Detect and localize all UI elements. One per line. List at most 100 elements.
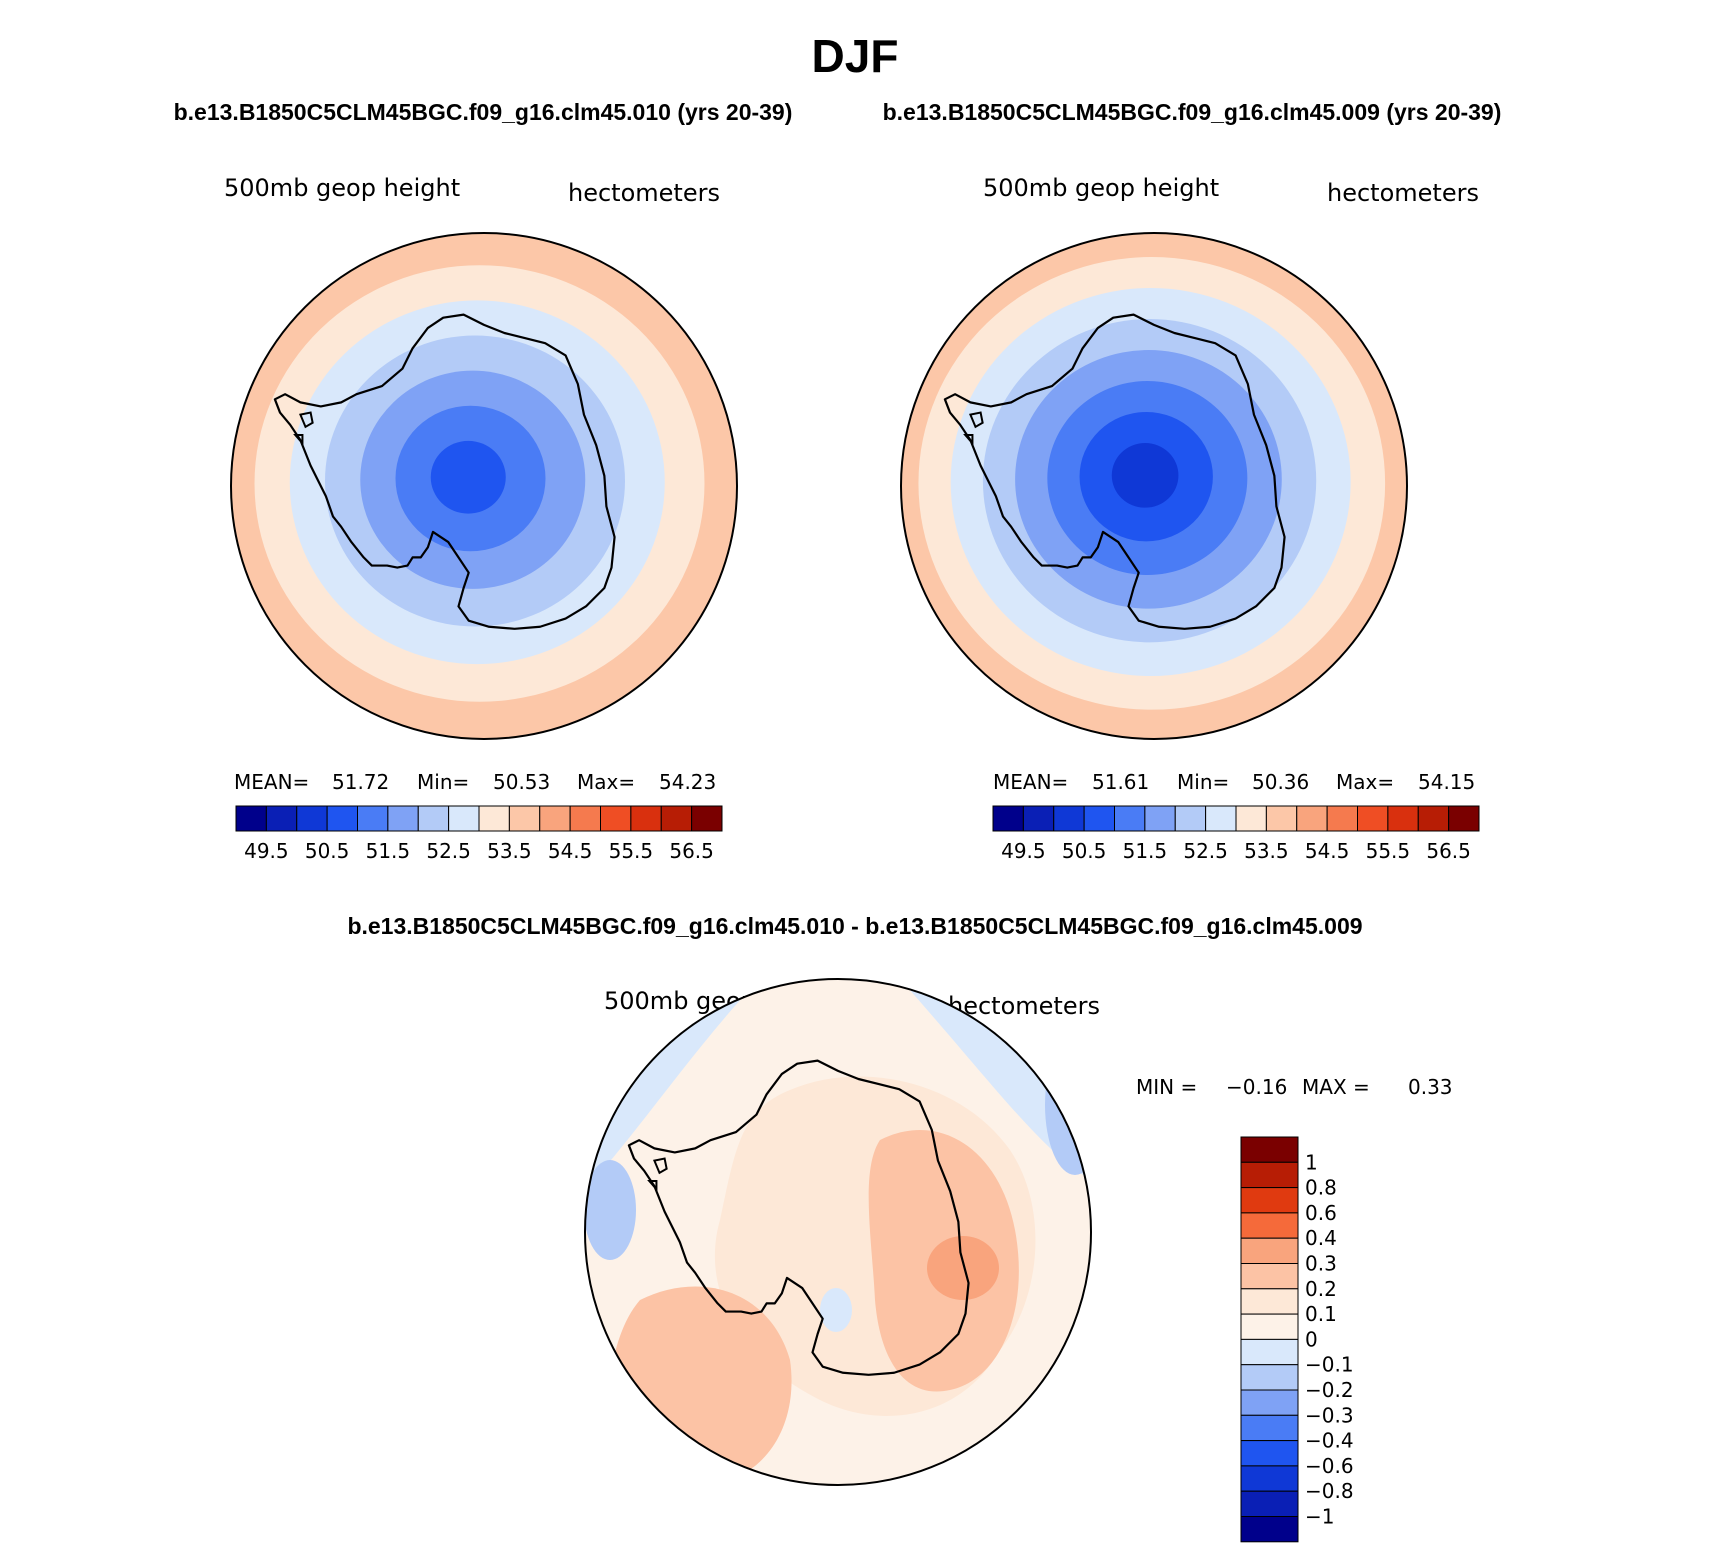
map-panel-2: 500mb geop height hectometers MEAN= 51.6… [900, 174, 1480, 863]
colorbar-tick-label: 50.5 [305, 839, 350, 863]
map-boundary-1 [230, 232, 738, 740]
colorbar-tick-label: 56.5 [669, 839, 714, 863]
ice-shelf-outline [963, 411, 984, 446]
colorbar-swatch [1240, 1263, 1299, 1290]
colorbar-swatch [1417, 805, 1450, 832]
colorbar-swatch [417, 805, 450, 832]
max-label-2: Max= [1336, 770, 1394, 794]
colorbar-tick-label: 51.5 [366, 839, 411, 863]
min-value-1: 50.53 [493, 770, 550, 794]
stats-line-2: MEAN= 51.61 Min= 50.36 Max= 54.15 [993, 770, 1475, 794]
colorbar-swatch [1144, 805, 1176, 832]
colorbar-swatch [1240, 1490, 1299, 1517]
max-value-2: 54.15 [1418, 770, 1475, 794]
contour-band [430, 440, 506, 514]
colorbar-tick-label: 51.5 [1123, 839, 1168, 863]
mean-value-1: 51.72 [332, 770, 389, 794]
colorbar-swatch [326, 805, 358, 832]
variable-label-1: 500mb geop height [224, 174, 460, 202]
mean-value-2: 51.61 [1092, 770, 1149, 794]
units-label-1: hectometers [568, 179, 720, 207]
max-label-1: Max= [577, 770, 635, 794]
colorbar-swatch [1240, 1389, 1299, 1416]
colorbar-swatch [1022, 805, 1055, 832]
contour-band [927, 1236, 999, 1300]
antarctica-coastline-2 [943, 313, 1286, 630]
colorbar-tick-label: 0.1 [1305, 1302, 1337, 1326]
coastline-path [943, 313, 1286, 630]
colorbar-swatch [660, 805, 693, 832]
max-value-1: 54.23 [659, 770, 716, 794]
colorbar-tick-label: −0.8 [1305, 1479, 1354, 1503]
min-value-2: 50.36 [1252, 770, 1309, 794]
variable-label-2: 500mb geop height [983, 174, 1219, 202]
colorbar-tick-label: 0.3 [1305, 1252, 1337, 1276]
colorbar-tick-label: 52.5 [1183, 839, 1228, 863]
colorbar-tick-label: 1 [1305, 1150, 1318, 1174]
colorbar-swatch [1174, 805, 1207, 832]
colorbar-swatch [1240, 1187, 1299, 1214]
colorbar-swatch [1083, 805, 1115, 832]
colorbar-swatch [1240, 1237, 1299, 1264]
colorbar-swatch [387, 805, 419, 832]
contour-band [608, 1286, 792, 1485]
map-panel-1: 500mb geop height hectometers MEAN= 51.7… [224, 174, 738, 863]
colorbar-swatch [1240, 1288, 1299, 1315]
mean-label-1: MEAN= [234, 770, 309, 794]
colorbar-swatch [508, 805, 541, 832]
case-title-difference: b.e13.B1850C5CLM45BGC.f09_g16.clm45.010 … [347, 913, 1362, 939]
max-value-3: 0.33 [1408, 1075, 1453, 1099]
colorbar-swatch [1387, 805, 1419, 832]
min-value-3: −0.16 [1226, 1075, 1287, 1099]
colorbar-swatch [1357, 805, 1389, 832]
colorbar-tick-label: −1 [1305, 1505, 1334, 1529]
figure-title: DJF [812, 30, 899, 82]
coastline-path [627, 1059, 970, 1376]
mean-label-2: MEAN= [993, 770, 1068, 794]
colorbar-swatch [296, 805, 328, 832]
min-label-1: Min= [417, 770, 469, 794]
colorbar-swatch [1240, 1516, 1299, 1543]
min-label-2: Min= [1177, 770, 1229, 794]
colorbar-tick-label: 49.5 [244, 839, 289, 863]
contour-band [585, 1160, 636, 1260]
units-label-3: hectometers [948, 992, 1100, 1020]
contour-field-1 [231, 233, 737, 739]
colorbar-swatch [448, 805, 480, 832]
colorbar-swatch [1265, 805, 1298, 832]
colorbar-tick-label: 53.5 [487, 839, 532, 863]
map-boundary-2 [900, 232, 1408, 740]
colorbar-swatch [1240, 1440, 1299, 1467]
colorbar-1: 49.5 50.5 51.5 52.5 53.5 54.5 55.5 56.5 [235, 805, 723, 863]
coastline-path [273, 313, 616, 630]
colorbar-swatch [1448, 805, 1480, 832]
stats-line-1: MEAN= 51.72 Min= 50.53 Max= 54.23 [234, 770, 716, 794]
colorbar-tick-label: 50.5 [1062, 839, 1107, 863]
colorbar-swatch [1205, 805, 1237, 832]
colorbar-swatch [630, 805, 662, 832]
colorbar-tick-label: 54.5 [1305, 839, 1350, 863]
colorbar-swatch [569, 805, 601, 832]
colorbar-swatch [1240, 1414, 1299, 1442]
map-panel-difference: 500mb geop height hectometers MIN = −0.1… [584, 978, 1453, 1543]
contour-band [820, 1288, 852, 1332]
contour-field-difference [585, 979, 1091, 1485]
units-label-2: hectometers [1327, 179, 1479, 207]
antarctica-coastline-3 [627, 1059, 970, 1376]
colorbar-2: 49.5 50.5 51.5 52.5 53.5 54.5 55.5 56.5 [992, 805, 1480, 863]
colorbar-tick-label: 54.5 [548, 839, 593, 863]
contour-band [1111, 443, 1179, 508]
colorbar-swatch [691, 805, 723, 832]
colorbar-tick-label: 55.5 [1366, 839, 1411, 863]
colorbar-swatch [1240, 1161, 1299, 1189]
colorbar-tick-label: −0.3 [1305, 1403, 1354, 1427]
ice-shelf-outline [647, 1157, 668, 1192]
colorbar-swatch [1240, 1212, 1299, 1239]
colorbar-tick-label: −0.2 [1305, 1378, 1354, 1402]
colorbar-swatch [1114, 805, 1146, 832]
colorbar-tick-label: 55.5 [609, 839, 654, 863]
colorbar-tick-label: 56.5 [1426, 839, 1471, 863]
case-title-right: b.e13.B1850C5CLM45BGC.f09_g16.clm45.009 … [883, 99, 1502, 125]
colorbar-swatch [1053, 805, 1085, 832]
